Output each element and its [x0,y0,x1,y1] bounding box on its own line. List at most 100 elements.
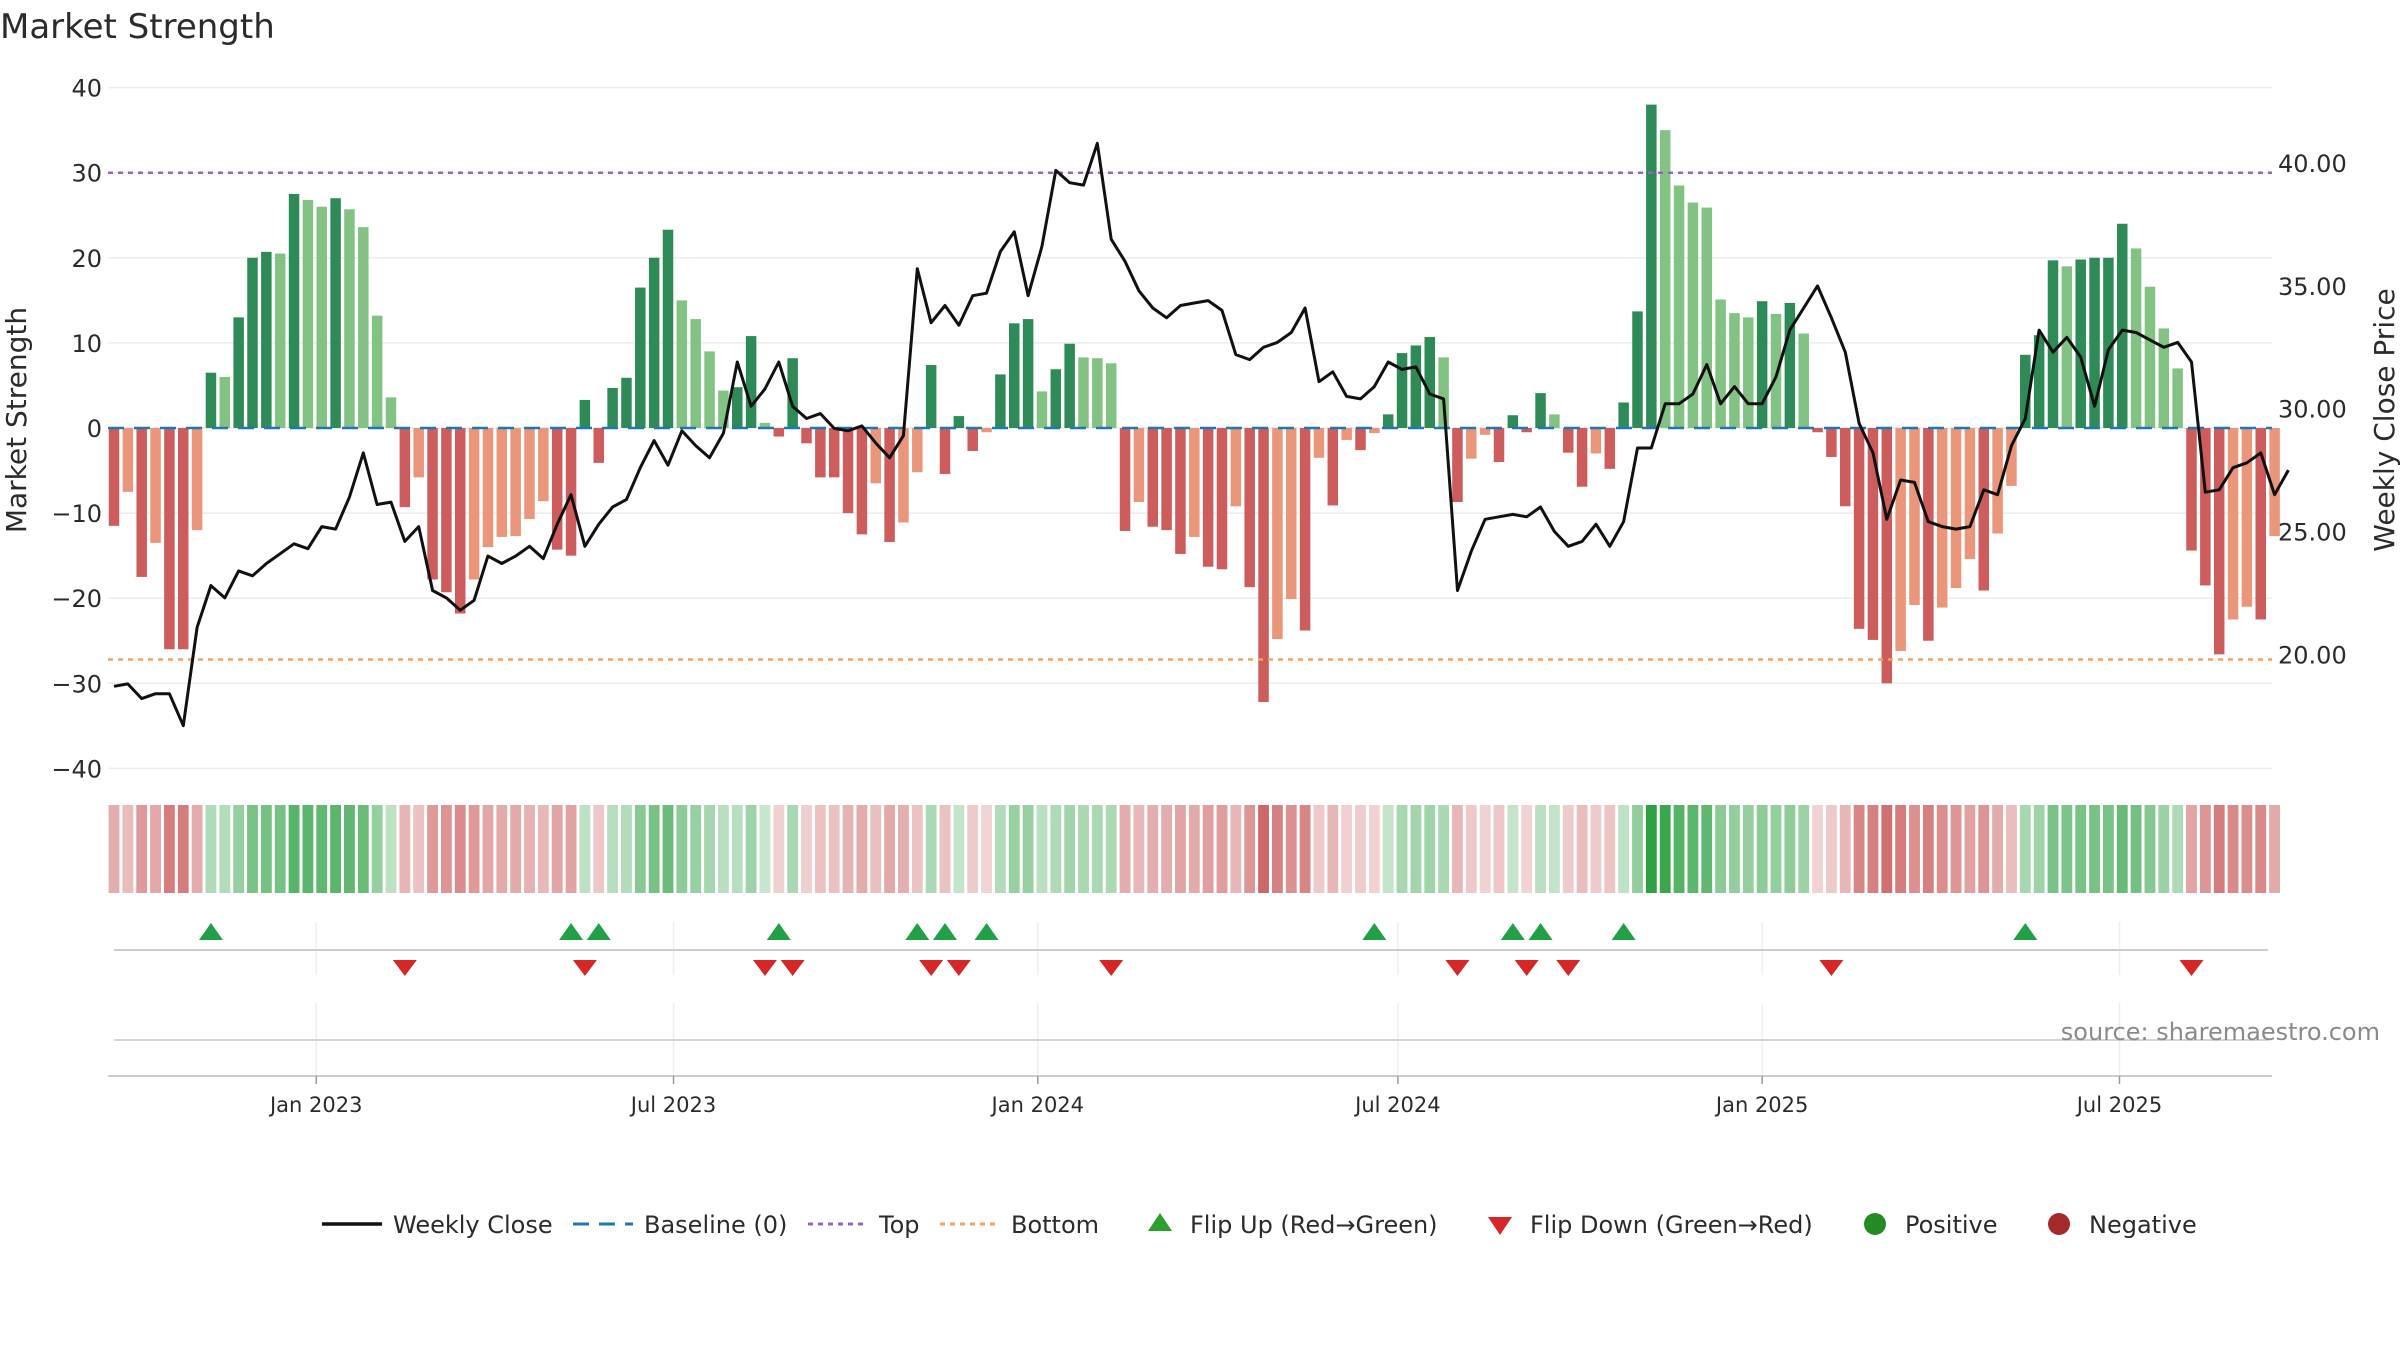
heat-cell [690,805,702,893]
heat-cell [1355,805,1366,893]
flip-down-marker [919,960,944,976]
strength-bar [261,251,272,428]
weekly-close-line [113,141,2290,728]
flip-down-marker [2179,960,2204,976]
heat-cell [1327,805,1339,893]
strength-bar [635,287,646,428]
heat-cell [1452,805,1463,893]
strength-bar [538,428,549,502]
strength-bar [745,336,757,428]
heat-cell [454,805,466,893]
heat-cell [2213,805,2225,893]
heat-cell [2144,805,2156,893]
x-tick-label: Jan 2025 [1714,1093,1809,1117]
strength-bar [164,428,175,650]
chart-title: Market Strength [0,7,275,47]
strength-bar [1119,428,1131,531]
strength-heat-strip [108,805,2281,893]
strength-bar [1189,428,1200,537]
heat-cell [1147,805,1159,893]
heat-cell [1119,805,1131,893]
strength-bar [1369,428,1380,434]
strength-bar [1646,104,1657,429]
strength-bar [690,319,701,428]
heat-cell [2116,805,2128,893]
x-tick-label: Jan 2024 [990,1093,1085,1117]
flip-down-marker [1099,960,1124,976]
heat-cell [1161,805,1173,893]
strength-bar [108,428,120,526]
heat-cell [842,805,854,893]
strength-bar [219,376,231,428]
heat-cell [2241,805,2253,893]
heat-cell [247,805,258,893]
strength-bar [704,351,715,428]
strength-bar [593,428,604,463]
strength-bar [1909,428,1920,606]
strength-bar [2089,257,2100,428]
strength-bar [1092,358,1103,428]
heat-cell [1507,805,1519,893]
heat-cell [1202,805,1214,893]
strength-bar [662,229,674,428]
strength-bar [2130,248,2142,428]
heat-cell [427,805,438,893]
heat-cell [1244,805,1256,893]
strength-bar [178,428,189,650]
heat-cell [648,805,660,893]
heat-cell [1133,805,1145,893]
y-tick-label: 30 [71,160,102,188]
heat-cell [1271,805,1283,893]
y2-tick-label: 25.00 [2278,519,2347,547]
heat-cell [787,805,799,893]
heat-cell [191,805,203,893]
legend-label: Weekly Close [393,1211,553,1239]
heat-cell [1715,805,1727,893]
strength-bar [621,377,632,428]
heat-cell [1645,805,1657,893]
flip-down-marker [1445,960,1470,976]
strength-bar [676,300,688,428]
heat-cell [2269,805,2281,893]
heat-cell [994,805,1006,893]
y-tick-label: −30 [51,670,102,698]
strength-bar [1230,428,1242,507]
heat-cell [399,805,411,893]
heat-cell [814,805,826,893]
strength-bar [2075,259,2086,428]
heat-cell [260,805,272,893]
heat-cell [1521,805,1533,893]
legend-item: Positive [1864,1211,1998,1239]
y2-tick-label: 20.00 [2278,641,2347,669]
strength-bar [330,198,341,428]
strength-bar [274,253,286,428]
strength-bar [1244,428,1255,588]
strength-bar [773,428,785,437]
strength-bar [1853,428,1865,629]
heat-cell [1382,805,1394,893]
flip-up-marker [974,923,999,940]
heat-cell [870,805,882,893]
axis-ticks: 40 30 20 10 0 −10 −20 −30 −40 40.00 35.00 30.00 25.0… [51,75,2346,1117]
flip-down-marker [1556,960,1581,976]
y-tick-label: −20 [51,585,102,613]
heat-cell [2006,805,2017,893]
heat-cell [1548,805,1560,893]
strength-bar [1618,402,1629,428]
legend-item: Weekly Close [322,1211,553,1239]
strength-bar [828,428,840,478]
strength-bar [1452,428,1463,503]
strength-bar [2213,428,2225,655]
strength-bar [884,428,895,543]
strength-bar [385,397,397,428]
strength-bar [233,317,244,428]
heat-cell [468,805,480,893]
heat-cell [676,805,688,893]
strength-bar [344,209,355,428]
heat-cell [1673,805,1685,893]
heat-cell [2199,805,2211,893]
heat-cell [2075,805,2087,893]
heat-cell [1230,805,1242,893]
strength-bar [1743,317,1754,428]
y-axis-label: Market Strength [0,307,33,533]
